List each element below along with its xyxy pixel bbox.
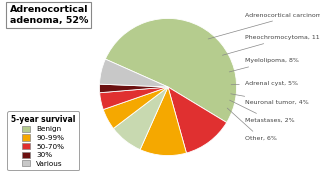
Wedge shape (168, 87, 227, 153)
Wedge shape (103, 87, 168, 128)
Text: Pheochromocytoma, 11%: Pheochromocytoma, 11% (222, 35, 320, 55)
Text: Neuronal tumor, 4%: Neuronal tumor, 4% (231, 94, 308, 105)
Wedge shape (100, 84, 168, 93)
Text: Myelolipoma, 8%: Myelolipoma, 8% (229, 58, 299, 72)
Text: Other, 6%: Other, 6% (227, 108, 277, 141)
Wedge shape (113, 87, 168, 150)
Wedge shape (140, 87, 187, 156)
Legend: Benign, 90-99%, 50-70%, 30%, Various: Benign, 90-99%, 50-70%, 30%, Various (7, 111, 79, 170)
Wedge shape (105, 18, 236, 122)
Text: Metastases, 2%: Metastases, 2% (230, 100, 294, 122)
Wedge shape (100, 87, 168, 110)
Wedge shape (100, 59, 168, 87)
Text: Adrenal cyst, 5%: Adrenal cyst, 5% (231, 81, 298, 86)
Text: Adrenocortical
adenoma, 52%: Adrenocortical adenoma, 52% (10, 5, 88, 25)
Text: Adrenocortical carcinoma, 12%: Adrenocortical carcinoma, 12% (208, 13, 320, 39)
